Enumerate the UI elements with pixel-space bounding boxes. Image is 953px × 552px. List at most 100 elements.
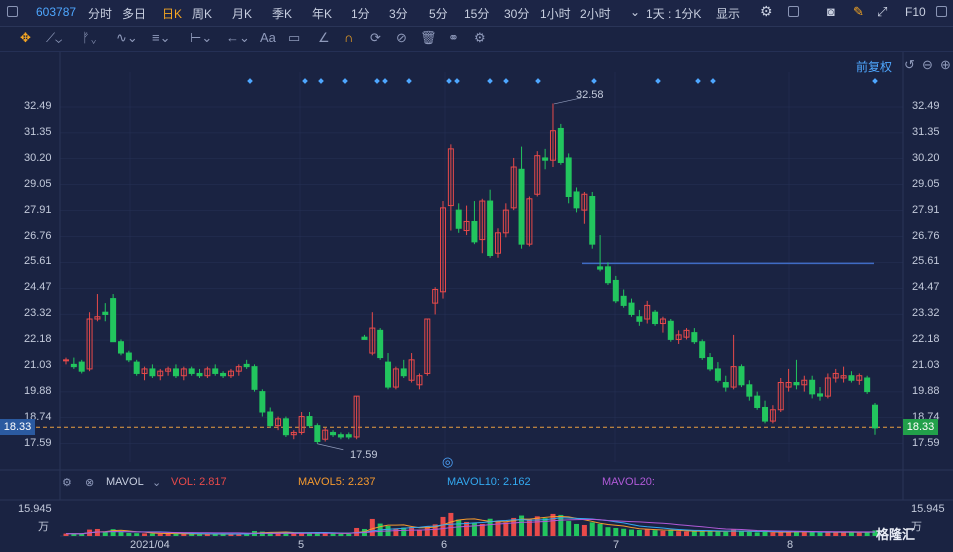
period-tab-11[interactable]: 30分: [504, 7, 530, 21]
volume-bar: [848, 532, 854, 536]
volume-bar: [416, 529, 422, 536]
candle-body: [746, 384, 753, 397]
candle-body: [699, 341, 706, 359]
cross-cursor-icon[interactable]: ✥: [20, 30, 31, 45]
y-tick-r-8: 23.32: [912, 307, 940, 320]
zoom-in-icon[interactable]: ⊕: [940, 57, 951, 72]
volume-indicator-name[interactable]: MAVOL: [106, 476, 144, 488]
volume-bar: [432, 524, 438, 536]
low-price-label: 17.59: [350, 449, 378, 461]
event-marker-icon[interactable]: ◎: [442, 454, 454, 469]
period-tab-9[interactable]: 5分: [429, 7, 448, 21]
camera-icon[interactable]: ◙: [827, 4, 835, 19]
period-more-dropdown[interactable]: 1天 : 1分K: [646, 7, 702, 21]
settings-gear-icon[interactable]: ⚙: [760, 3, 773, 19]
fib-tool-icon[interactable]: ≡⌄: [152, 30, 171, 45]
x-tick-2: 6: [441, 539, 448, 551]
line-tool-icon[interactable]: ⟋⌄: [46, 30, 63, 45]
period-dropdown-icon[interactable]: ⌄: [630, 5, 641, 19]
volume-bar: [424, 526, 430, 536]
period-tab-5[interactable]: 季K: [272, 7, 293, 21]
y-tick-l-4: 27.91: [24, 203, 52, 216]
candle-body: [487, 200, 494, 256]
period-tab-3[interactable]: 周K: [192, 7, 213, 21]
candle-body: [628, 302, 635, 315]
candle-body: [691, 332, 698, 343]
volume-bar: [228, 533, 234, 536]
magnet-icon[interactable]: ∩: [344, 30, 354, 45]
period-tab-2[interactable]: 日K: [162, 7, 183, 21]
volume-bar: [314, 532, 320, 536]
volume-bar: [471, 522, 477, 536]
high-leader: [553, 97, 582, 105]
display-dropdown[interactable]: 显示: [716, 7, 741, 21]
chart-settings-icon[interactable]: ⚙: [474, 30, 486, 45]
candle-body: [856, 375, 863, 381]
panel-toggle-icon[interactable]: [936, 6, 947, 17]
volume-dropdown-icon[interactable]: ⌄: [152, 477, 162, 489]
text-tool-icon[interactable]: Aa: [260, 30, 276, 45]
draw-pen-icon[interactable]: ✎: [853, 4, 864, 19]
volume-bar: [786, 531, 792, 536]
arrow-tool-icon[interactable]: ←⌄: [226, 30, 250, 45]
f10-button[interactable]: F10: [905, 5, 926, 19]
volume-bar: [801, 532, 807, 536]
volume-bar: [636, 529, 642, 536]
period-tab-6[interactable]: 年K: [312, 7, 333, 21]
fullscreen-icon[interactable]: ⤢: [877, 4, 888, 19]
ray-tool-icon[interactable]: ᚠ⌄: [82, 30, 98, 45]
volume-bar: [762, 531, 768, 536]
measure-tool-icon[interactable]: ⊢⌄: [190, 30, 213, 45]
event-dot: [503, 78, 509, 84]
reset-icon[interactable]: ↺: [904, 57, 915, 72]
event-dot: [487, 78, 493, 84]
period-tab-1[interactable]: 多日: [122, 7, 147, 21]
volume-bar: [558, 514, 564, 536]
comment-tool-icon[interactable]: ▭: [288, 30, 301, 45]
trash-icon[interactable]: 🗑: [420, 30, 437, 45]
candle-body: [652, 311, 659, 325]
candle-body: [125, 352, 132, 361]
period-tab-12[interactable]: 1小时: [540, 7, 571, 21]
volume-bar: [299, 532, 305, 536]
period-tab-10[interactable]: 15分: [464, 7, 490, 21]
volume-bar: [134, 533, 140, 536]
checkbox-icon[interactable]: [788, 6, 799, 17]
candle-body: [392, 368, 399, 388]
period-tab-0[interactable]: 分时: [88, 7, 113, 21]
candle-body: [455, 209, 462, 229]
period-tab-8[interactable]: 3分: [389, 7, 408, 21]
y-tick-r-2: 30.20: [912, 151, 940, 164]
ruler-icon[interactable]: ∠: [318, 30, 330, 45]
candle-body: [832, 372, 839, 379]
period-tab-4[interactable]: 月K: [232, 7, 253, 21]
link-icon[interactable]: ⚭: [448, 30, 459, 45]
kline-chart[interactable]: [0, 52, 953, 552]
candle-body: [510, 166, 517, 209]
candle-body: [840, 375, 847, 379]
y-tick-r-0: 32.49: [912, 100, 940, 112]
volume-bar: [723, 531, 729, 536]
volume-bar: [550, 513, 556, 536]
volume-bar: [621, 528, 627, 536]
y-tick-l-13: 17.59: [24, 436, 52, 449]
period-tab-7[interactable]: 1分: [351, 7, 370, 21]
sync-icon[interactable]: ⟳: [370, 30, 381, 45]
wave-tool-icon[interactable]: ∿⌄: [116, 30, 138, 45]
adjust-mode-button[interactable]: 前复权: [856, 60, 893, 74]
candle-body: [408, 359, 415, 381]
sidebar-toggle-icon[interactable]: [7, 6, 18, 17]
candle-body: [377, 329, 384, 359]
stock-code[interactable]: 603787: [36, 5, 77, 19]
volume-settings-icon[interactable]: ⚙: [62, 477, 72, 489]
y-tick-l-10: 21.03: [24, 359, 52, 371]
zoom-out-icon[interactable]: ⊖: [922, 57, 933, 72]
volume-bar: [440, 516, 446, 536]
period-tab-13[interactable]: 2小时: [580, 7, 611, 21]
volume-close-icon[interactable]: ⊗: [85, 477, 95, 489]
hide-icon[interactable]: ⊘: [396, 30, 407, 45]
volume-bar: [244, 533, 250, 536]
candle-body: [337, 434, 344, 438]
candle-body: [94, 316, 101, 320]
event-dot: [406, 78, 412, 84]
